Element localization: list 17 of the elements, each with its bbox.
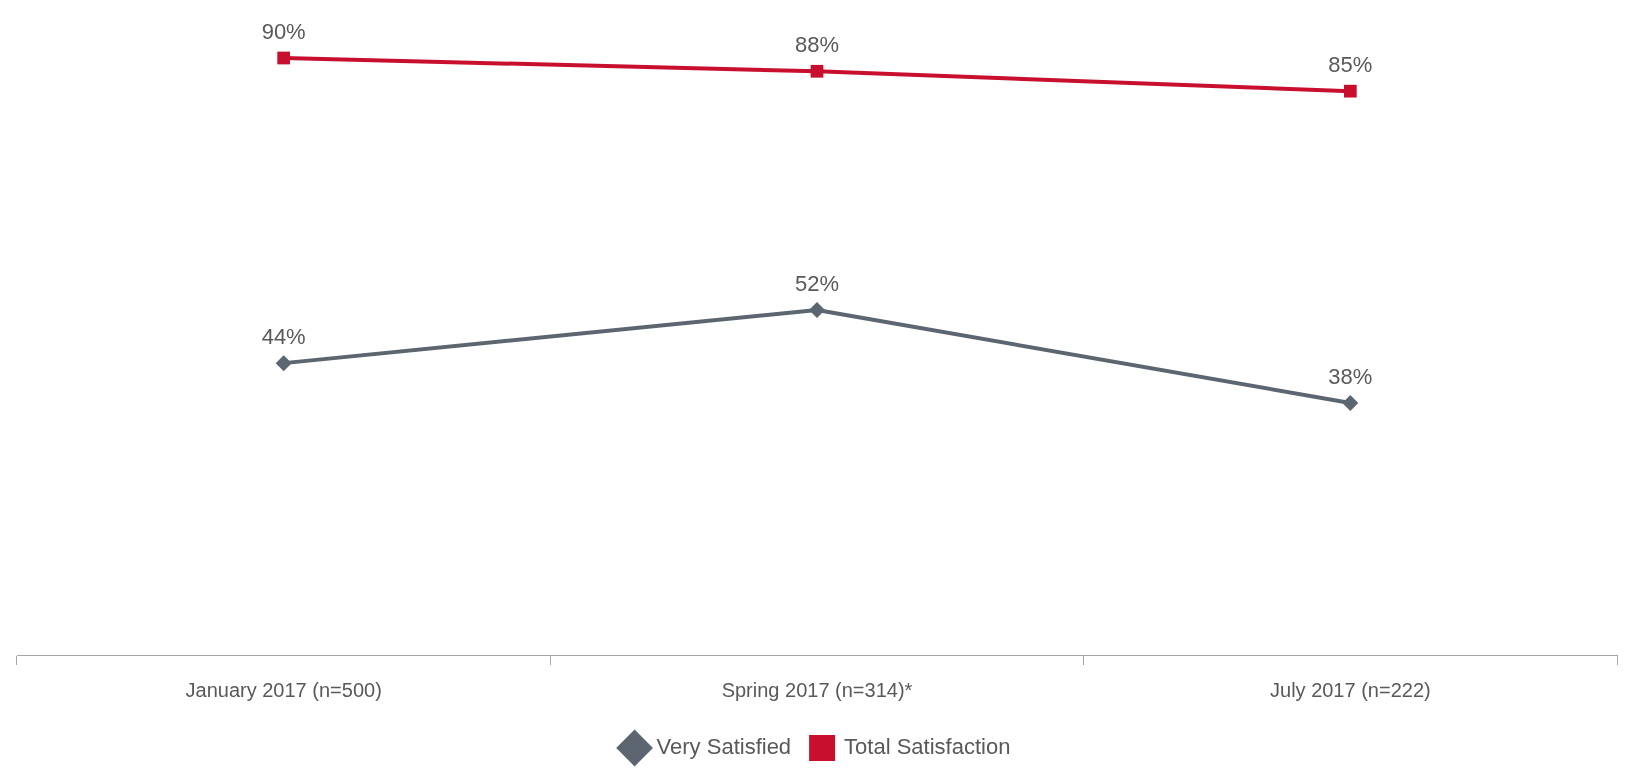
data-label: 38%: [1328, 364, 1373, 389]
point: [810, 64, 824, 78]
data-label: 52%: [794, 271, 840, 297]
data-label: 44%: [261, 324, 306, 350]
x-tick-label: Spring 2017 (n=314)*: [721, 678, 913, 701]
point: [1343, 84, 1357, 98]
x-tick-label: January 2017 (n=500): [185, 678, 382, 701]
point: [809, 302, 825, 319]
data-label: 90%: [261, 19, 306, 45]
x-tick-label: July 2017 (n=222): [1270, 678, 1431, 701]
point: [275, 355, 292, 372]
data-label: 85%: [1328, 52, 1373, 78]
legend-label: Total Satisfaction: [844, 734, 1011, 760]
data-label: 88%: [794, 32, 840, 58]
point: [277, 51, 291, 65]
point: [1342, 394, 1359, 411]
legend-label: Very Satisfied: [656, 734, 792, 760]
